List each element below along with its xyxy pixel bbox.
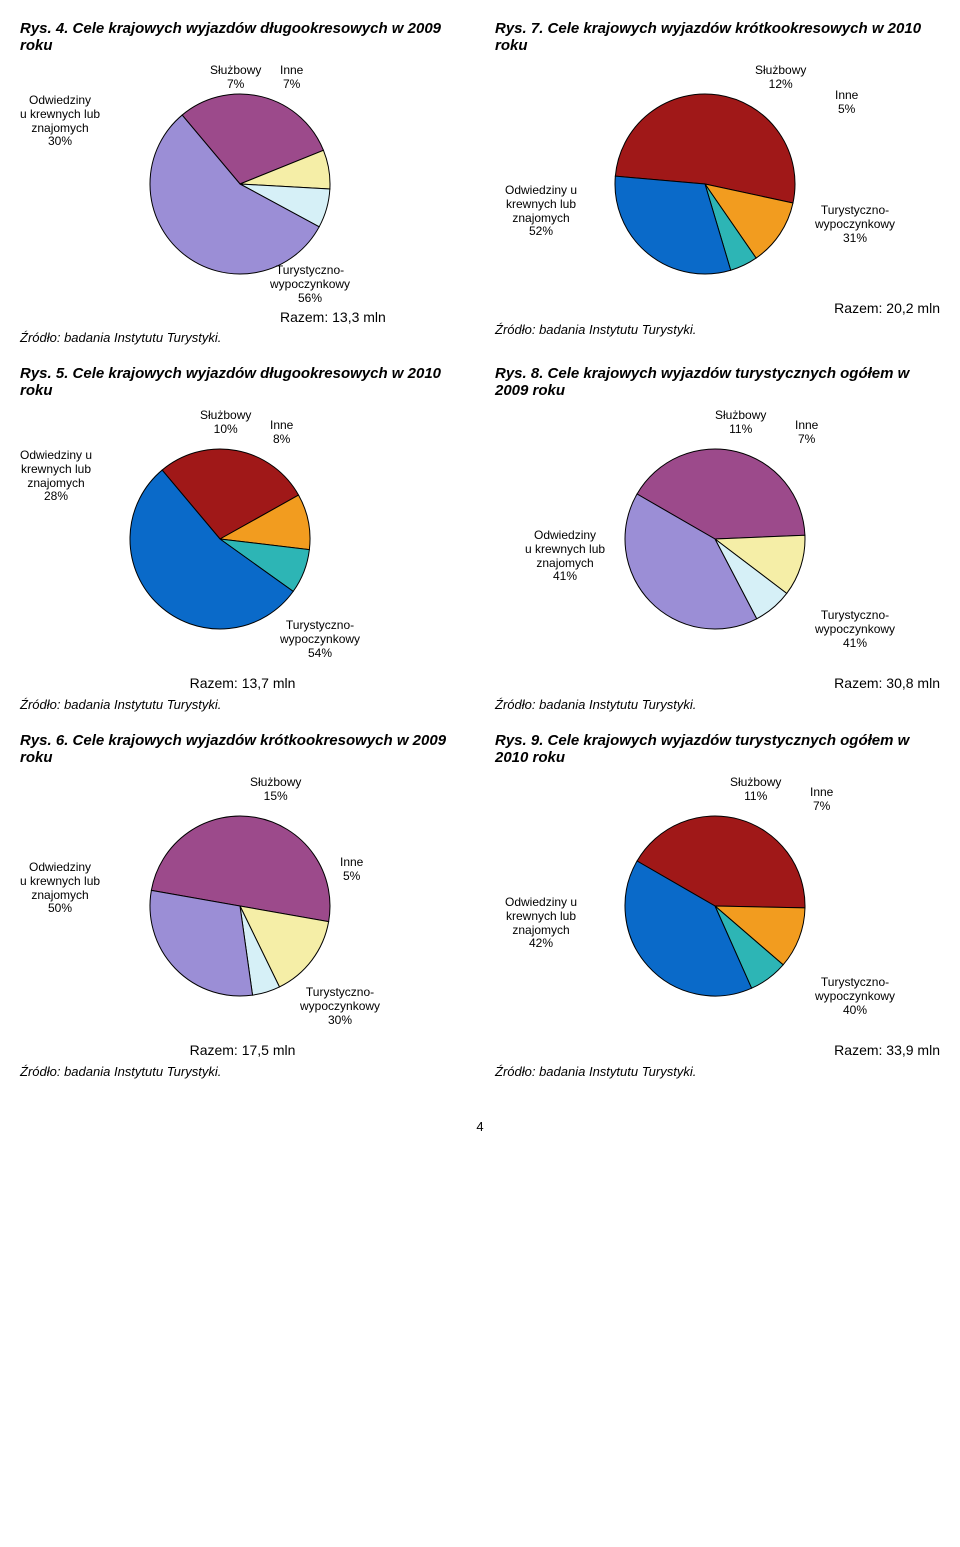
pie-segment-label: Odwiedziny u krewnych lub znajomych 50% <box>20 861 100 916</box>
source-text: Źródło: badania Instytutu Turystyki. <box>20 330 465 345</box>
chart-rys5: Rys. 5. Cele krajowych wyjazdów długookr… <box>20 365 465 712</box>
pie-segment-label: Inne 7% <box>795 419 818 447</box>
title-text: Cele krajowych wyjazdów długookresowych … <box>20 20 441 54</box>
chart-area-rys9: Odwiedziny u krewnych lub znajomych 42% S… <box>495 776 915 1036</box>
pie-segment-label: Odwiedziny u krewnych lub znajomych 52% <box>505 184 577 239</box>
chart-title-rys5: Rys. 5. Cele krajowych wyjazdów długookr… <box>20 365 465 399</box>
razem-rys4: Razem: 13,3 mln <box>280 309 386 325</box>
chart-rys6: Rys. 6. Cele krajowych wyjazdów krótkook… <box>20 732 465 1079</box>
chart-title-rys4: Rys. 4. Cele krajowych wyjazdów długookr… <box>20 20 465 54</box>
pie-segment-label: Inne 5% <box>835 89 858 117</box>
razem-rys7: Razem: 20,2 mln <box>495 300 940 316</box>
source-text: Źródło: badania Instytutu Turystyki. <box>20 697 465 712</box>
pie-segment-label: Służbowy 11% <box>730 776 781 804</box>
chart-area-rys4: Odwiedziny u krewnych lub znajomych 30% S… <box>20 64 440 324</box>
pie-slice <box>150 890 253 996</box>
title-text: Cele krajowych wyjazdów krótkookresowych… <box>20 732 446 766</box>
chart-rys4: Rys. 4. Cele krajowych wyjazdów długookr… <box>20 20 465 345</box>
title-prefix: Rys. 5. <box>20 365 68 382</box>
page-number: 4 <box>20 1119 940 1134</box>
pie-segment-label: Turystyczno- wypoczynkowy 56% <box>270 264 350 305</box>
pie-segment-label: Turystyczno- wypoczynkowy 30% <box>300 986 380 1027</box>
pie-segment-label: Odwiedziny u krewnych lub znajomych 28% <box>20 449 92 504</box>
title-text: Cele krajowych wyjazdów długookresowych … <box>20 365 441 399</box>
pie-segment-label: Turystyczno- wypoczynkowy 40% <box>815 976 895 1017</box>
chart-title-rys7: Rys. 7. Cele krajowych wyjazdów krótkook… <box>495 20 940 54</box>
source-text: Źródło: badania Instytutu Turystyki. <box>495 1064 940 1079</box>
title-prefix: Rys. 9. <box>495 732 543 749</box>
chart-rys7: Rys. 7. Cele krajowych wyjazdów krótkook… <box>495 20 940 345</box>
chart-area-rys8: Odwiedziny u krewnych lub znajomych 41% S… <box>495 409 915 669</box>
pie-segment-label: Odwiedziny u krewnych lub znajomych 41% <box>525 529 605 584</box>
razem-rys5: Razem: 13,7 mln <box>20 675 465 691</box>
pie-segment-label: Służbowy 7% <box>210 64 261 92</box>
pie-segment-label: Inne 5% <box>340 856 363 884</box>
razem-rys8: Razem: 30,8 mln <box>495 675 940 691</box>
title-text: Cele krajowych wyjazdów turystycznych og… <box>495 365 909 399</box>
pie-segment-label: Turystyczno- wypoczynkowy 41% <box>815 609 895 650</box>
pie-segment-label: Inne 8% <box>270 419 293 447</box>
pie-segment-label: Służbowy 11% <box>715 409 766 437</box>
source-text: Źródło: badania Instytutu Turystyki. <box>20 1064 465 1079</box>
pie-segment-label: Odwiedziny u krewnych lub znajomych 30% <box>20 94 100 149</box>
pie-segment-label: Służbowy 15% <box>250 776 301 804</box>
razem-rys9: Razem: 33,9 mln <box>495 1042 940 1058</box>
pie-segment-label: Inne 7% <box>280 64 303 92</box>
chart-title-rys8: Rys. 8. Cele krajowych wyjazdów turystyc… <box>495 365 940 399</box>
source-text: Źródło: badania Instytutu Turystyki. <box>495 322 940 337</box>
pie-segment-label: Służbowy 12% <box>755 64 806 92</box>
chart-title-rys6: Rys. 6. Cele krajowych wyjazdów krótkook… <box>20 732 465 766</box>
razem-rys6: Razem: 17,5 mln <box>20 1042 465 1058</box>
title-prefix: Rys. 8. <box>495 365 543 382</box>
chart-area-rys5: Odwiedziny u krewnych lub znajomych 28% S… <box>20 409 440 669</box>
title-prefix: Rys. 7. <box>495 20 543 37</box>
pie-segment-label: Służbowy 10% <box>200 409 251 437</box>
title-prefix: Rys. 4. <box>20 20 68 37</box>
pie-segment-label: Inne 7% <box>810 786 833 814</box>
chart-area-rys7: Odwiedziny u krewnych lub znajomych 52% S… <box>495 64 915 294</box>
chart-rys9: Rys. 9. Cele krajowych wyjazdów turystyc… <box>495 732 940 1079</box>
chart-rys8: Rys. 8. Cele krajowych wyjazdów turystyc… <box>495 365 940 712</box>
source-text: Źródło: badania Instytutu Turystyki. <box>495 697 940 712</box>
title-text: Cele krajowych wyjazdów turystycznych og… <box>495 732 909 766</box>
pie-segment-label: Odwiedziny u krewnych lub znajomych 42% <box>505 896 577 951</box>
chart-title-rys9: Rys. 9. Cele krajowych wyjazdów turystyc… <box>495 732 940 766</box>
title-prefix: Rys. 6. <box>20 732 68 749</box>
chart-area-rys6: Odwiedziny u krewnych lub znajomych 50% S… <box>20 776 440 1036</box>
pie-segment-label: Turystyczno- wypoczynkowy 54% <box>280 619 360 660</box>
page-grid: Rys. 4. Cele krajowych wyjazdów długookr… <box>20 20 940 1089</box>
pie-segment-label: Turystyczno- wypoczynkowy 31% <box>815 204 895 245</box>
title-text: Cele krajowych wyjazdów krótkookresowych… <box>495 20 921 54</box>
